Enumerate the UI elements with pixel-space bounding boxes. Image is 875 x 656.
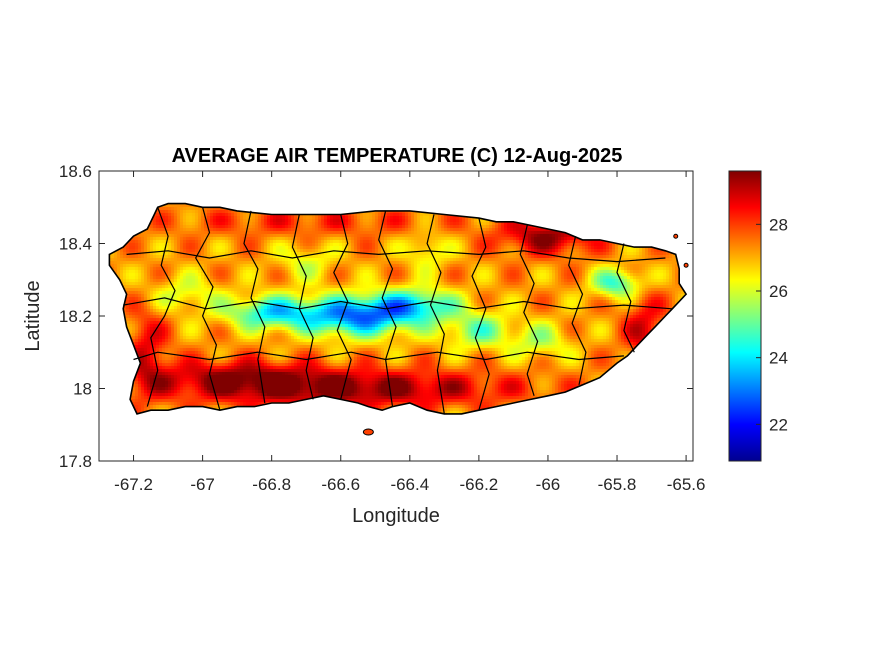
y-tick-label: 18.4 (59, 235, 92, 254)
municipality-boundary (146, 207, 176, 407)
municipality-boundary (519, 225, 539, 396)
x-axis: -67.2 -67 -66.8 -66.6 -66.4 -66.2 -66 -65.8 -65.… (114, 171, 705, 494)
colorbar-tick-label: 28 (769, 215, 788, 234)
y-tick-label: 18.2 (59, 307, 92, 326)
small-islands (362, 233, 689, 436)
x-tick-label: -67.2 (114, 475, 153, 494)
colorbar-tick-label: 24 (769, 349, 788, 368)
x-tick-label: -66 (536, 475, 561, 494)
colorbar-tick-label: 26 (769, 282, 788, 301)
chart-title: AVERAGE AIR TEMPERATURE (C) 12-Aug-2025 (172, 145, 623, 167)
colorbar-tick-label: 22 (769, 415, 788, 434)
island-coastline (108, 202, 688, 415)
islet (683, 262, 689, 268)
y-tick-label: 18.6 (59, 162, 92, 181)
colorbar (728, 170, 762, 462)
municipality-boundary (333, 214, 352, 400)
x-tick-label: -67 (190, 475, 215, 494)
municipality-boundary (471, 217, 490, 411)
municipality-boundary (133, 351, 624, 361)
x-tick-label: -66.2 (460, 475, 499, 494)
municipality-boundary (195, 207, 221, 411)
municipality-boundary (123, 297, 673, 310)
y-axis: 17.8 18 18.2 18.4 18.6 (59, 162, 693, 471)
colorbar-ticks: 22 24 26 28 (756, 215, 788, 434)
y-tick-label: 17.8 (59, 452, 92, 471)
x-tick-label: -66.8 (252, 475, 291, 494)
y-tick-label: 18 (73, 380, 92, 399)
islet (673, 233, 679, 239)
x-axis-label: Longitude (352, 505, 440, 527)
x-tick-label: -66.4 (390, 475, 429, 494)
y-axis-label: Latitude (22, 280, 44, 351)
x-tick-label: -65.6 (667, 475, 706, 494)
x-tick-label: -65.8 (598, 475, 637, 494)
municipality-boundary (426, 214, 445, 414)
municipality-boundary (616, 243, 635, 353)
municipality-boundary (126, 250, 666, 263)
islet (362, 428, 374, 436)
municipality-boundary (243, 210, 266, 404)
x-tick-label: -66.6 (321, 475, 360, 494)
municipality-boundaries (123, 207, 673, 414)
